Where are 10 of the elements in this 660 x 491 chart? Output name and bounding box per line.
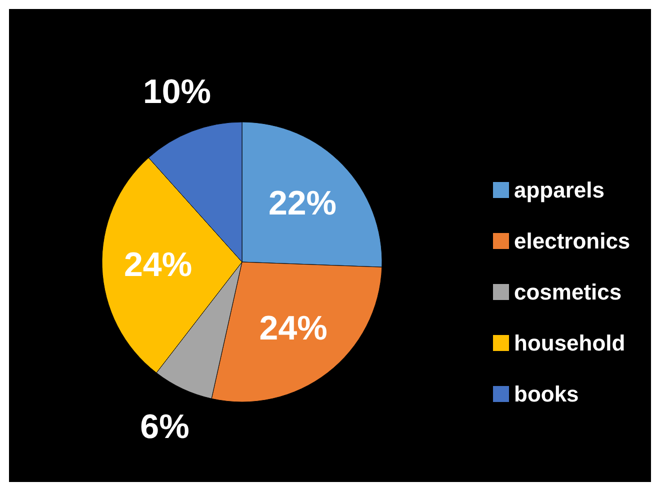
legend-label: books [514, 382, 579, 406]
data-label: 6% [140, 408, 190, 446]
data-label: 24% [259, 309, 328, 348]
data-label: 22% [268, 184, 337, 223]
legend-label: electronics [514, 228, 630, 254]
legend-label: apparels [514, 178, 604, 202]
legend-label: household [514, 330, 626, 356]
data-label: 24% [124, 246, 192, 284]
legend-label: cosmetics [514, 280, 622, 304]
data-label: 10% [142, 73, 212, 112]
